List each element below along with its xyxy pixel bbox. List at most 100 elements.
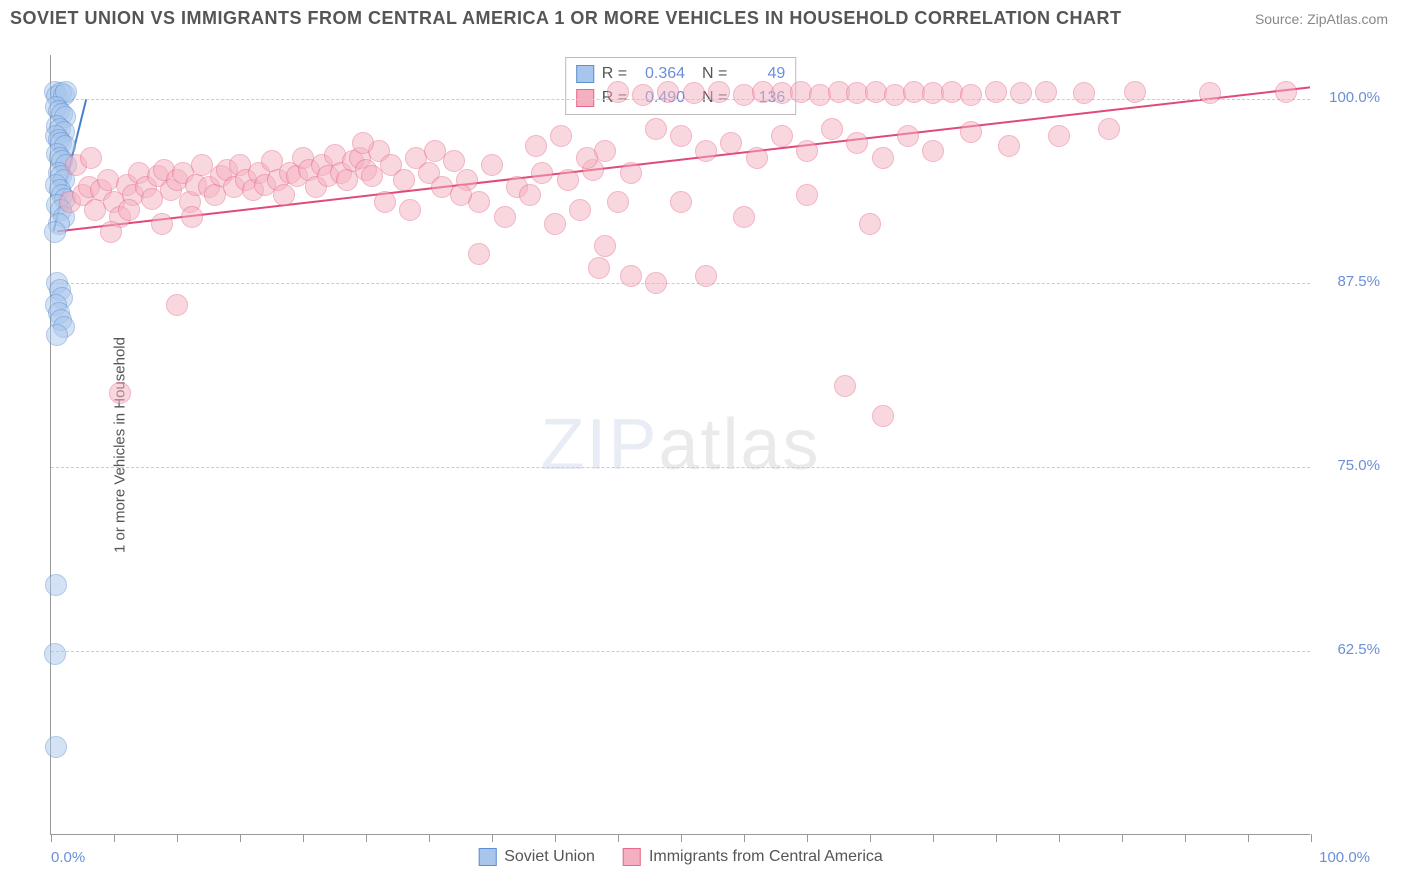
data-point — [708, 81, 730, 103]
data-point — [46, 324, 68, 346]
x-tick — [1311, 834, 1312, 842]
data-point — [632, 84, 654, 106]
x-tick — [366, 834, 367, 842]
data-point — [985, 81, 1007, 103]
x-axis-min-label: 0.0% — [51, 849, 85, 866]
swatch-series-1 — [576, 89, 594, 107]
data-point — [588, 257, 610, 279]
data-point — [531, 162, 553, 184]
y-tick-label: 62.5% — [1320, 641, 1380, 658]
x-tick — [870, 834, 871, 842]
data-point — [771, 125, 793, 147]
legend-label-1: Immigrants from Central America — [649, 848, 883, 866]
data-point — [550, 125, 572, 147]
data-point — [468, 243, 490, 265]
data-point — [821, 118, 843, 140]
data-point — [645, 118, 667, 140]
data-point — [273, 184, 295, 206]
data-point — [450, 184, 472, 206]
y-tick-label: 100.0% — [1320, 89, 1380, 106]
legend-item-1: Immigrants from Central America — [623, 848, 883, 866]
data-point — [796, 140, 818, 162]
data-point — [872, 405, 894, 427]
watermark: ZIPatlas — [540, 404, 820, 486]
x-tick — [492, 834, 493, 842]
data-point — [44, 221, 66, 243]
data-point — [544, 213, 566, 235]
data-point — [109, 382, 131, 404]
data-point — [897, 125, 919, 147]
data-point — [80, 147, 102, 169]
data-point — [998, 135, 1020, 157]
grid-line — [51, 99, 1310, 100]
data-point — [846, 132, 868, 154]
data-point — [796, 184, 818, 206]
data-point — [620, 162, 642, 184]
data-point — [100, 221, 122, 243]
data-point — [576, 147, 598, 169]
x-tick — [1059, 834, 1060, 842]
chart-title: SOVIET UNION VS IMMIGRANTS FROM CENTRAL … — [10, 8, 1122, 29]
chart-container: 1 or more Vehicles in Household ZIPatlas… — [50, 55, 1390, 835]
data-point — [834, 375, 856, 397]
y-tick-label: 75.0% — [1320, 457, 1380, 474]
data-point — [525, 135, 547, 157]
data-point — [481, 154, 503, 176]
data-point — [720, 132, 742, 154]
data-point — [695, 265, 717, 287]
source-attribution: Source: ZipAtlas.com — [1255, 11, 1388, 27]
x-axis-max-label: 100.0% — [1319, 849, 1370, 866]
data-point — [569, 199, 591, 221]
data-point — [670, 125, 692, 147]
swatch-series-0 — [576, 65, 594, 83]
x-tick — [1248, 834, 1249, 842]
data-point — [607, 81, 629, 103]
x-tick — [240, 834, 241, 842]
data-point — [1199, 82, 1221, 104]
legend-swatch-1 — [623, 848, 641, 866]
data-point — [607, 191, 629, 213]
data-point — [657, 81, 679, 103]
data-point — [393, 169, 415, 191]
data-point — [620, 265, 642, 287]
legend-label-0: Soviet Union — [504, 848, 595, 866]
data-point — [45, 574, 67, 596]
grid-line — [51, 467, 1310, 468]
data-point — [468, 191, 490, 213]
data-point — [181, 206, 203, 228]
data-point — [1124, 81, 1146, 103]
x-tick — [744, 834, 745, 842]
data-point — [960, 121, 982, 143]
data-point — [118, 199, 140, 221]
data-point — [443, 150, 465, 172]
data-point — [733, 206, 755, 228]
data-point — [519, 184, 541, 206]
x-tick — [807, 834, 808, 842]
data-point — [1098, 118, 1120, 140]
watermark-bold: ZIP — [540, 405, 658, 485]
bottom-legend: Soviet Union Immigrants from Central Ame… — [478, 848, 883, 866]
header: SOVIET UNION VS IMMIGRANTS FROM CENTRAL … — [0, 0, 1406, 35]
data-point — [1010, 82, 1032, 104]
x-tick — [177, 834, 178, 842]
stats-row-series-0: R = 0.364 N = 49 — [576, 62, 786, 86]
legend-item-0: Soviet Union — [478, 848, 595, 866]
data-point — [594, 235, 616, 257]
data-point — [683, 82, 705, 104]
data-point — [1073, 82, 1095, 104]
data-point — [1275, 81, 1297, 103]
data-point — [352, 132, 374, 154]
data-point — [374, 191, 396, 213]
data-point — [645, 272, 667, 294]
x-tick — [114, 834, 115, 842]
x-tick — [303, 834, 304, 842]
x-tick — [555, 834, 556, 842]
data-point — [960, 84, 982, 106]
data-point — [1035, 81, 1057, 103]
x-tick — [618, 834, 619, 842]
data-point — [859, 213, 881, 235]
y-tick-label: 87.5% — [1320, 273, 1380, 290]
x-tick — [681, 834, 682, 842]
data-point — [399, 199, 421, 221]
data-point — [872, 147, 894, 169]
